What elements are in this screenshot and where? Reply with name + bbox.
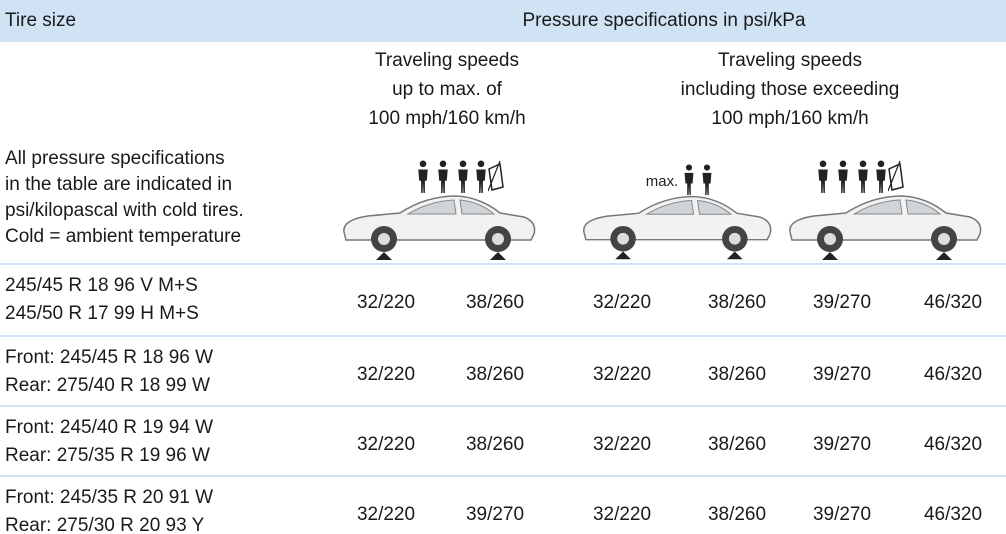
pressure-value: 38/260 bbox=[465, 364, 525, 385]
pressure-value: 32/220 bbox=[592, 292, 652, 313]
pressure-value: 39/270 bbox=[812, 292, 872, 313]
pressure-value: 38/260 bbox=[465, 434, 525, 455]
note-line: Cold = ambient temperature bbox=[5, 226, 242, 247]
tire-size: Front: 245/35 R 20 91 W bbox=[5, 487, 214, 508]
pressure-value: 38/260 bbox=[707, 292, 767, 313]
note-line: psi/kilopascal with cold tires. bbox=[5, 200, 244, 221]
tire-size: Front: 245/45 R 18 96 W bbox=[5, 347, 214, 368]
row-rule bbox=[0, 405, 1006, 407]
pressure-value: 32/220 bbox=[592, 504, 652, 525]
note-line: in the table are indicated in bbox=[5, 174, 233, 195]
row-rule bbox=[0, 335, 1006, 337]
pressure-value: 32/220 bbox=[592, 364, 652, 385]
pressure-value: 46/320 bbox=[923, 504, 983, 525]
tire-size: Rear: 275/35 R 19 96 W bbox=[5, 445, 210, 466]
pressure-value: 32/220 bbox=[356, 434, 416, 455]
speed-group-line: up to max. of bbox=[392, 79, 502, 100]
pressure-value: 32/220 bbox=[592, 434, 652, 455]
pressure-value: 46/320 bbox=[923, 292, 983, 313]
speed-group-line: including those exceeding bbox=[680, 79, 900, 100]
pressure-value: 38/260 bbox=[707, 504, 767, 525]
load-label: max. bbox=[646, 173, 679, 190]
tire-size: Rear: 275/40 R 18 99 W bbox=[5, 375, 210, 396]
pressure-value: 39/270 bbox=[465, 504, 525, 525]
tire-size: Rear: 275/30 R 20 93 Y bbox=[5, 515, 205, 534]
pressure-value: 38/260 bbox=[707, 364, 767, 385]
header-pressure: Pressure specifications in psi/kPa bbox=[522, 10, 806, 31]
pressure-value: 38/260 bbox=[465, 292, 525, 313]
pressure-value: 39/270 bbox=[812, 364, 872, 385]
speed-group-line: 100 mph/160 km/h bbox=[368, 108, 526, 129]
pressure-value: 39/270 bbox=[812, 504, 872, 525]
note-line: All pressure specifications bbox=[5, 148, 225, 169]
pressure-value: 38/260 bbox=[707, 434, 767, 455]
tire-size: 245/45 R 18 96 V M+S bbox=[5, 275, 198, 296]
pressure-value: 32/220 bbox=[356, 504, 416, 525]
row-rule bbox=[0, 263, 1006, 265]
header-band bbox=[0, 0, 1006, 42]
pressure-value: 39/270 bbox=[812, 434, 872, 455]
speed-group-line: Traveling speeds bbox=[718, 50, 862, 71]
pressure-value: 46/320 bbox=[923, 364, 983, 385]
pressure-value: 32/220 bbox=[356, 364, 416, 385]
speed-group-line: 100 mph/160 km/h bbox=[711, 108, 869, 129]
row-rule bbox=[0, 475, 1006, 477]
header-tire-size: Tire size bbox=[5, 10, 77, 31]
tire-size: Front: 245/40 R 19 94 W bbox=[5, 417, 214, 438]
pressure-value: 46/320 bbox=[923, 434, 983, 455]
speed-group-line: Traveling speeds bbox=[375, 50, 519, 71]
pressure-value: 32/220 bbox=[356, 292, 416, 313]
tire-size: 245/50 R 17 99 H M+S bbox=[5, 303, 199, 324]
